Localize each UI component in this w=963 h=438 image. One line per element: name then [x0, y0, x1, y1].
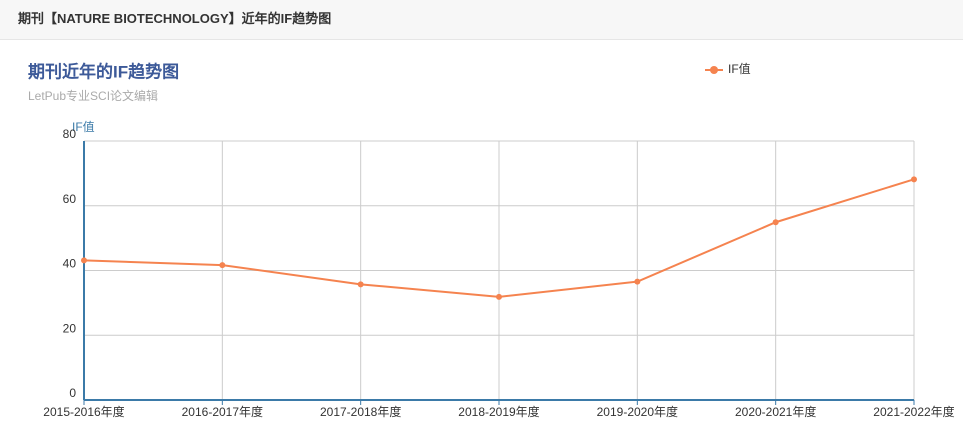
x-tick-label: 2021-2022年度	[873, 404, 954, 419]
point	[634, 278, 641, 285]
point	[81, 257, 87, 264]
y-tick-label: 0	[69, 386, 76, 400]
chart: 期刊近年的IF趋势图 LetPub专业SCI论文编辑 IF值 0 20 40 60 80…	[28, 61, 955, 419]
x-tick-label: 2017-2018年度	[320, 404, 401, 419]
legend-label: IF值	[728, 61, 751, 76]
x-tick-label: 2016-2017年度	[182, 404, 263, 419]
point	[772, 219, 779, 226]
y-tick-label: 40	[63, 257, 77, 271]
point	[219, 262, 226, 269]
chart-subtitle: LetPub专业SCI论文编辑	[28, 88, 158, 103]
point	[357, 281, 364, 288]
legend-marker	[710, 66, 718, 74]
x-tick-label: 2018-2019年度	[458, 404, 539, 419]
y-tick-label: 80	[63, 127, 77, 141]
x-tick-label: 2019-2020年度	[597, 404, 678, 419]
y-axis-label: IF值	[72, 119, 95, 134]
header-title: 期刊【NATURE BIOTECHNOLOGY】近年的IF趋势图	[0, 0, 963, 40]
x-tick-label: 2015-2016年度	[43, 404, 124, 419]
x-tick-label: 2020-2021年度	[735, 404, 816, 419]
y-tick-label: 60	[63, 192, 77, 206]
point	[496, 293, 502, 300]
y-tick-label: 20	[63, 321, 77, 335]
chart-title: 期刊近年的IF趋势图	[28, 61, 179, 81]
point	[911, 176, 917, 183]
